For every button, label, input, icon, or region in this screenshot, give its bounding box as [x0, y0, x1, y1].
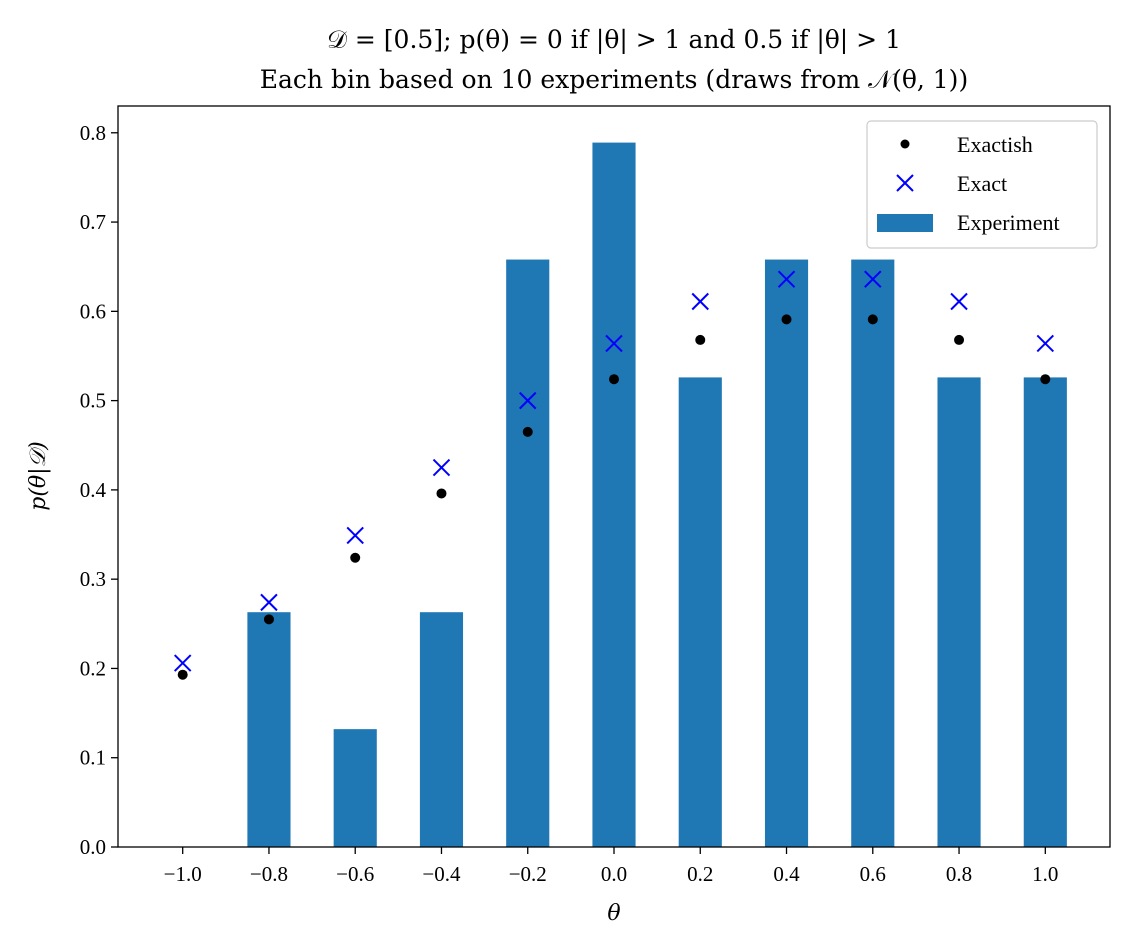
x-axis-ticks: −1.0 −0.8 −0.6 −0.4 −0.2 0.0 0.2 0.4 0.6 0.8 1.0 [164, 847, 1058, 886]
exactish-point [350, 552, 361, 563]
y-tick-label: 0.4 [80, 478, 107, 502]
exactish-point [522, 426, 533, 437]
exactish-point [954, 334, 965, 345]
exact-marker [519, 391, 537, 410]
x-tick-label: −0.8 [250, 862, 288, 886]
exact-marker [1036, 334, 1055, 353]
exact-marker [605, 334, 623, 353]
y-axis-ticks: 0.0 0.1 0.2 0.3 0.4 0.5 0.6 0.7 0.8 [80, 121, 118, 859]
experiment-bar [333, 729, 377, 847]
experiment-bar [937, 377, 981, 847]
exactish-point [609, 374, 619, 385]
exactish-points [177, 314, 1051, 680]
y-tick-label: 0.3 [80, 567, 106, 591]
experiment-bar [419, 612, 464, 847]
x-axis-label: θ [607, 901, 620, 926]
y-tick-label: 0.6 [80, 299, 106, 323]
exactish-point [867, 314, 878, 325]
exactish-point [781, 314, 792, 325]
exactish-point [263, 614, 274, 625]
y-axis-label: p(θ|𝒟) [26, 441, 51, 510]
exact-marker [950, 292, 968, 311]
x-tick-label: 1.0 [1032, 862, 1058, 886]
x-tick-label: 0.2 [687, 862, 713, 886]
chart-title-line-2: Each bin based on 10 experiments (draws … [260, 65, 968, 94]
x-tick-label: −0.6 [336, 862, 374, 886]
legend-label-experiment: Experiment [957, 210, 1060, 235]
exact-marker [346, 526, 364, 545]
exact-markers [173, 270, 1055, 672]
experiment-bar [247, 612, 291, 847]
experiment-bar [764, 259, 809, 847]
legend-experiment-swatch [877, 214, 933, 232]
legend-label-exactish: Exactish [957, 132, 1033, 157]
exact-marker [432, 458, 451, 477]
experiment-bars [247, 142, 1067, 847]
chart-title-line-1: 𝒟 = [0.5]; p(θ) = 0 if |θ| > 1 and 0.5 i… [327, 25, 901, 55]
experiment-bar [1023, 377, 1067, 847]
legend: Exactish Exact Experiment [866, 120, 1098, 249]
exact-marker [777, 270, 796, 288]
legend-exact-marker [896, 174, 914, 192]
exactish-point [177, 669, 188, 680]
exact-marker [260, 593, 278, 612]
y-tick-label: 0.5 [80, 389, 106, 413]
exact-marker [691, 292, 709, 311]
x-tick-label: −0.2 [509, 862, 547, 886]
experiment-bar [678, 377, 722, 847]
x-tick-label: 0.6 [860, 862, 886, 886]
exact-marker [864, 270, 882, 288]
legend-exactish-marker [900, 139, 910, 149]
x-tick-label: 0.4 [773, 862, 800, 886]
x-tick-label: 0.8 [946, 862, 972, 886]
y-tick-label: 0.2 [80, 656, 106, 680]
x-tick-label: 0.0 [601, 862, 627, 886]
exact-marker [173, 654, 192, 672]
legend-label-exact: Exact [957, 171, 1007, 196]
y-tick-label: 0.0 [80, 835, 106, 859]
exactish-point [436, 488, 447, 499]
y-tick-label: 0.7 [80, 210, 106, 234]
experiment-bar [592, 142, 636, 847]
exactish-point [695, 334, 706, 345]
y-tick-label: 0.8 [80, 121, 106, 145]
x-tick-label: −1.0 [164, 862, 202, 886]
exactish-point [1040, 374, 1051, 385]
experiment-bar [506, 259, 550, 847]
y-tick-label: 0.1 [80, 746, 106, 770]
experiment-bar [851, 259, 895, 847]
x-tick-label: −0.4 [422, 862, 461, 886]
